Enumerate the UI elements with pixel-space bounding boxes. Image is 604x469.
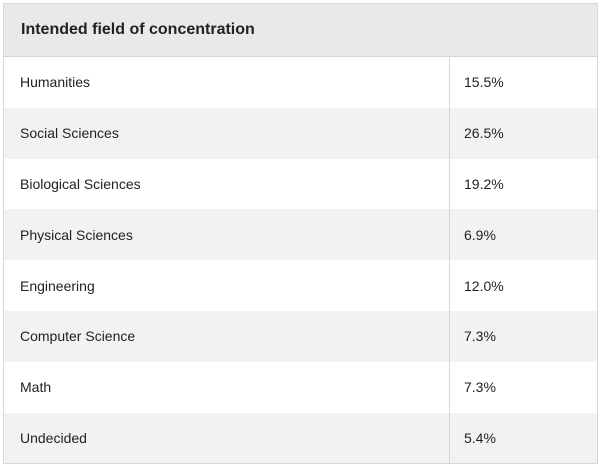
table-row: Humanities 15.5% — [4, 57, 597, 108]
concentration-table: Intended field of concentration Humaniti… — [3, 3, 598, 464]
field-percentage: 15.5% — [464, 74, 504, 91]
field-percentage: 5.4% — [464, 429, 496, 446]
field-percentage: 19.2% — [464, 175, 504, 192]
table-body: Humanities 15.5% Social Sciences 26.5% B… — [4, 57, 597, 464]
table-row: Undecided 5.4% — [4, 412, 597, 464]
field-label: Biological Sciences — [4, 158, 450, 210]
field-label: Engineering — [4, 260, 450, 311]
field-percentage: 26.5% — [464, 125, 504, 142]
field-percentage: 7.3% — [464, 379, 496, 396]
field-percentage: 6.9% — [464, 226, 496, 243]
field-label: Social Sciences — [4, 107, 450, 159]
table-row: Social Sciences 26.5% — [4, 107, 597, 159]
field-label: Physical Sciences — [4, 209, 450, 261]
field-percentage: 12.0% — [464, 277, 504, 294]
table-row: Biological Sciences 19.2% — [4, 158, 597, 210]
table-row: Computer Science 7.3% — [4, 310, 597, 362]
table-row: Math 7.3% — [4, 361, 597, 413]
table-title: Intended field of concentration — [4, 4, 597, 57]
field-label: Math — [4, 361, 450, 413]
table-row: Physical Sciences 6.9% — [4, 209, 597, 261]
table-row: Engineering 12.0% — [4, 260, 597, 311]
field-label: Humanities — [4, 57, 450, 108]
field-percentage: 7.3% — [464, 328, 496, 345]
field-label: Computer Science — [4, 310, 450, 362]
field-label: Undecided — [4, 412, 450, 464]
